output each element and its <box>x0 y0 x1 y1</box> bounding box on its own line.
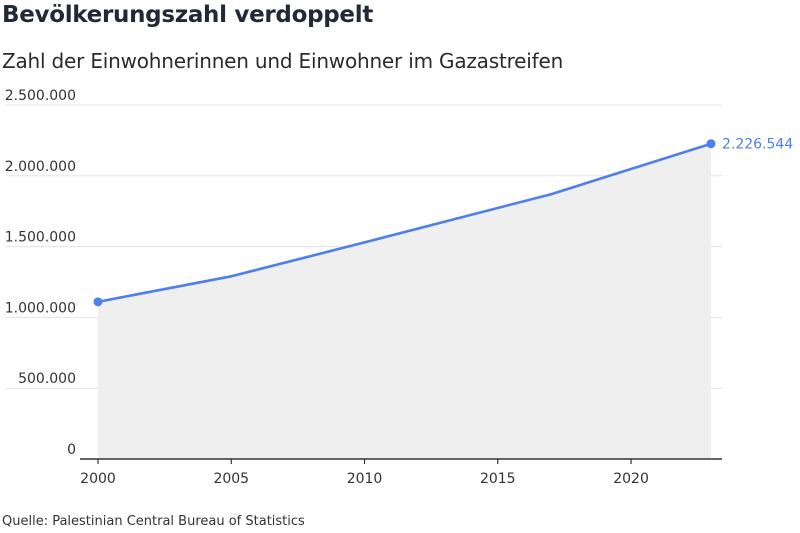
y-tick-label: 1.500.000 <box>5 230 76 246</box>
y-tick-label: 1.000.000 <box>5 300 76 316</box>
x-ticks <box>97 459 632 464</box>
x-tick-labels: 2000 2005 2010 2015 2020 <box>80 471 649 487</box>
y-tick-label: 0 <box>67 442 76 458</box>
y-tick-labels: 0 500.000 1.000.000 1.500.000 2.000.000 2.500… <box>5 88 76 458</box>
chart-title: Bevölkerungszahl verdoppelt <box>2 2 374 28</box>
population-area-fill <box>98 143 711 459</box>
population-line <box>97 142 712 304</box>
end-value-label: 2.226.544 <box>722 137 793 153</box>
x-tick-label: 2010 <box>347 471 383 487</box>
source-note: Quelle: Palestinian Central Bureau of St… <box>2 514 305 529</box>
y-tick-label: 2.000.000 <box>5 159 76 175</box>
y-tick-label: 2.500.000 <box>5 88 76 104</box>
y-tick-label: 500.000 <box>18 371 76 387</box>
start-point-marker <box>93 297 103 307</box>
end-point-marker <box>706 139 716 149</box>
chart-subtitle: Zahl der Einwohnerinnen und Einwohner im… <box>2 49 564 73</box>
x-tick-label: 2020 <box>613 471 649 487</box>
x-tick-label: 2015 <box>480 471 516 487</box>
x-tick-label: 2000 <box>80 471 116 487</box>
x-tick-label: 2005 <box>213 471 249 487</box>
